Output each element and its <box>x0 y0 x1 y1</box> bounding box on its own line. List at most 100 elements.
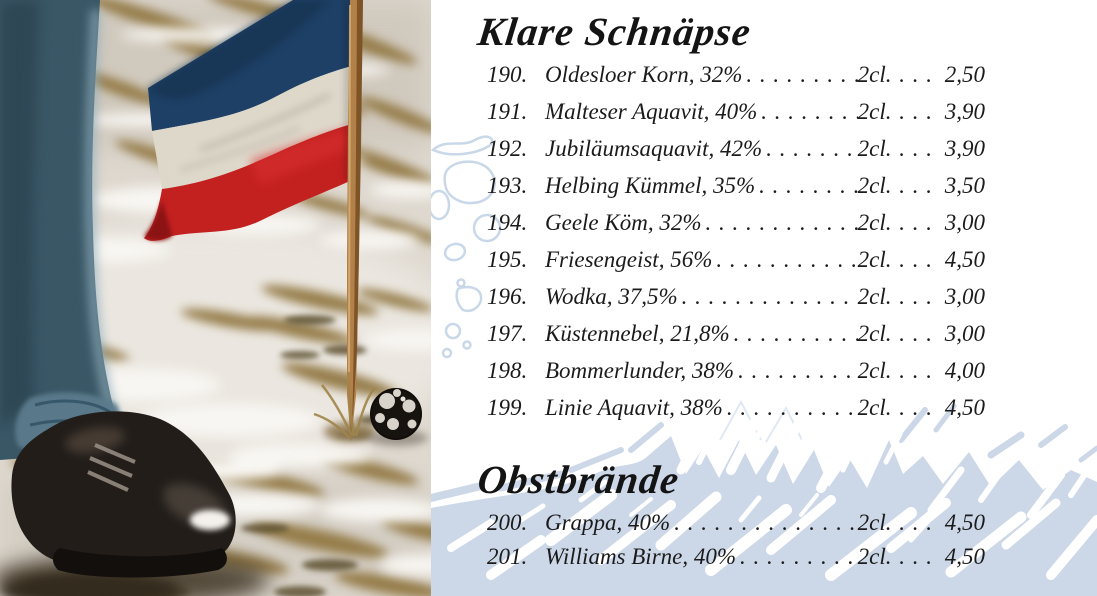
menu-item-row: 201. Williams Birne, 40% . . . . . . . .… <box>487 544 985 578</box>
dot-leader-unit: . . . . <box>885 321 933 346</box>
blue-brush-strokes <box>431 403 1097 502</box>
item-price: 4,50 <box>944 544 985 569</box>
dot-leader-unit: . . . . <box>885 544 933 569</box>
item-price: 3,00 <box>944 284 985 309</box>
item-price: 2,50 <box>944 62 985 87</box>
item-number: 196. <box>487 284 528 309</box>
dry-grass <box>313 371 376 439</box>
boot-laces <box>87 443 136 492</box>
meadow-photo <box>0 0 431 596</box>
dot-leader: . . . . . . . . . . . . . . . . . . . . … <box>716 247 858 272</box>
item-name: Linie Aquavit, 38% <box>545 395 723 420</box>
meadow-photo-art <box>0 0 431 596</box>
item-unit: 2cl <box>857 99 886 124</box>
item-number: 195. <box>487 247 528 272</box>
item-unit: 2cl <box>857 247 886 272</box>
item-name: Jubiläumsaquavit, 42% <box>545 136 763 161</box>
menu-item-row: 190. Oldesloer Korn, 32% . . . . . . . .… <box>487 62 985 99</box>
menu-item-row: 200. Grappa, 40% . . . . . . . . . . . .… <box>487 510 985 544</box>
dot-leader: . . . . . . . . . . . . . . . . . . . . … <box>674 510 857 535</box>
dot-leader: . . . . . . . . . . . . . . . . . . . . … <box>740 544 858 569</box>
item-number: 190. <box>487 62 528 87</box>
menu-item-row: 191. Malteser Aquavit, 40% . . . . . . .… <box>487 99 985 136</box>
item-number: 194. <box>487 210 528 235</box>
item-number: 192. <box>487 136 528 161</box>
jeans-leg <box>0 0 121 460</box>
ice-bubbles-watermark <box>431 135 502 359</box>
dot-leader: . . . . . . . . . . . . . . . . . . . . … <box>705 210 858 235</box>
section-items-obstbraende: 200. Grappa, 40% . . . . . . . . . . . .… <box>487 510 985 578</box>
white-snow-slashes <box>447 405 1097 581</box>
item-name: Malteser Aquavit, 40% <box>545 99 758 124</box>
menu-item-row: 193. Helbing Kümmel, 35% . . . . . . . .… <box>487 173 985 210</box>
dot-leader-unit: . . . . <box>885 395 933 420</box>
dot-leader: . . . . . . . . . . . . . . . . . . . . … <box>759 173 857 198</box>
item-number: 191. <box>487 99 528 124</box>
item-price: 4,50 <box>944 395 985 420</box>
section-title-obstbraende: Obstbrände <box>475 457 682 502</box>
item-price: 4,50 <box>944 247 985 272</box>
menu-content: Klare Schnäpse 190. Oldesloer Korn, 32% … <box>431 0 1097 596</box>
dot-leader-unit: . . . . <box>885 99 933 124</box>
item-price: 3,90 <box>944 99 985 124</box>
item-unit: 2cl <box>857 136 886 161</box>
item-number: 198. <box>487 358 528 383</box>
menu-item-row: 192. Jubiläumsaquavit, 42% . . . . . . .… <box>487 136 985 173</box>
item-number: 199. <box>487 395 528 420</box>
item-unit: 2cl <box>857 510 886 535</box>
dot-leader-unit: . . . . <box>885 510 933 535</box>
item-price: 3,00 <box>944 321 985 346</box>
menu-panel: Klare Schnäpse 190. Oldesloer Korn, 32% … <box>431 0 1097 596</box>
dot-leader-unit: . . . . <box>885 136 933 161</box>
item-name: Oldesloer Korn, 32% <box>545 62 743 87</box>
menu-item-row: 198. Bommerlunder, 38% . . . . . . . . .… <box>487 358 985 395</box>
item-name: Grappa, 40% <box>545 510 671 535</box>
item-unit: 2cl <box>857 284 886 309</box>
item-name: Bommerlunder, 38% <box>545 358 735 383</box>
section-title-klare-schnaepse: Klare Schnäpse <box>475 9 754 54</box>
dot-leader-unit: . . . . <box>885 247 933 272</box>
item-number: 193. <box>487 173 528 198</box>
section-items-klare-schnaepse: 190. Oldesloer Korn, 32% . . . . . . . .… <box>487 62 985 432</box>
dot-leader-unit: . . . . <box>885 210 933 235</box>
dot-leader: . . . . . . . . . . . . . . . . . . . . … <box>726 395 858 420</box>
item-name: Helbing Kümmel, 35% <box>545 173 756 198</box>
dot-leader: . . . . . . . . . . . . . . . . . . . . … <box>738 358 858 383</box>
dot-leader: . . . . . . . . . . . . . . . . . . . . … <box>733 321 858 346</box>
item-number: 197. <box>487 321 528 346</box>
mini-football <box>368 388 428 446</box>
schleswig-holstein-flag <box>144 0 352 241</box>
item-number: 200. <box>487 510 528 535</box>
item-price: 4,00 <box>944 358 985 383</box>
menu-item-row: 195. Friesengeist, 56% . . . . . . . . .… <box>487 247 985 284</box>
menu-item-row: 197. Küstennebel, 21,8% . . . . . . . . … <box>487 321 985 358</box>
item-price: 3,00 <box>944 210 985 235</box>
flag-pole <box>313 0 376 442</box>
item-price: 3,90 <box>944 136 985 161</box>
dot-leader-unit: . . . . <box>885 62 933 87</box>
item-name: Wodka, 37,5% <box>545 284 678 309</box>
item-unit: 2cl <box>857 358 886 383</box>
item-price: 3,50 <box>944 173 985 198</box>
menu-item-row: 194. Geele Köm, 32% . . . . . . . . . . … <box>487 210 985 247</box>
dot-leader-unit: . . . . <box>885 173 933 198</box>
item-unit: 2cl <box>857 321 886 346</box>
item-number: 201. <box>487 544 528 569</box>
item-unit: 2cl <box>857 62 886 87</box>
mountain-watermark <box>431 403 1097 596</box>
dot-leader: . . . . . . . . . . . . . . . . . . . . … <box>766 136 857 161</box>
item-name: Williams Birne, 40% <box>545 544 737 569</box>
item-name: Friesengeist, 56% <box>545 247 713 272</box>
item-name: Küstennebel, 21,8% <box>545 321 730 346</box>
item-name: Geele Köm, 32% <box>545 210 702 235</box>
hiking-boot <box>0 411 270 596</box>
menu-item-row: 196. Wodka, 37,5% . . . . . . . . . . . … <box>487 284 985 321</box>
dot-leader-unit: . . . . <box>885 284 933 309</box>
menu-background-art <box>431 135 1097 596</box>
dot-leader: . . . . . . . . . . . . . . . . . . . . … <box>746 62 857 87</box>
dot-leader: . . . . . . . . . . . . . . . . . . . . … <box>681 284 858 309</box>
item-unit: 2cl <box>857 395 886 420</box>
menu-item-row: 199. Linie Aquavit, 38% . . . . . . . . … <box>487 395 985 432</box>
item-unit: 2cl <box>857 544 886 569</box>
